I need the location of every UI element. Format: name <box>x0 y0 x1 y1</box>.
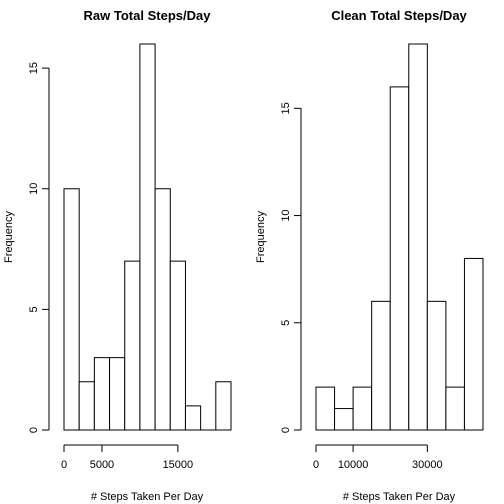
clean-x-axis-label: # Steps Taken Per Day <box>343 491 456 503</box>
raw-x-tick-label: 15000 <box>163 459 194 471</box>
clean-y-tick-label: 5 <box>280 320 292 326</box>
raw-bar <box>184 405 202 431</box>
clean-bar <box>426 300 447 431</box>
clean-bar <box>463 257 484 431</box>
raw-bar <box>109 357 126 431</box>
clean-y-axis-label: Frequency <box>255 211 267 263</box>
raw-bar <box>154 188 171 431</box>
raw-x-axis: 0 5000 15000 <box>61 444 194 471</box>
clean-histogram-panel: Clean Total Steps/Day # Steps Taken Per … <box>255 8 484 503</box>
raw-x-tick-label: 5000 <box>90 459 114 471</box>
clean-bar <box>352 386 373 431</box>
raw-y-axis-label: Frequency <box>3 211 15 263</box>
clean-x-tick-label: 0 <box>313 459 319 471</box>
raw-bar <box>93 357 111 431</box>
clean-bar <box>408 43 428 431</box>
raw-chart-title: Raw Total Steps/Day <box>84 8 212 23</box>
clean-bar <box>389 86 410 431</box>
clean-bar <box>445 386 465 431</box>
raw-histogram-panel: Raw Total Steps/Day # Steps Taken Per Da… <box>3 8 232 503</box>
raw-bar <box>63 188 80 431</box>
raw-y-tick-label: 0 <box>28 427 40 433</box>
clean-y-axis: 0 5 10 15 <box>280 102 302 433</box>
clean-x-tick-label: 30000 <box>412 459 443 471</box>
clean-chart-title: Clean Total Steps/Day <box>331 8 467 23</box>
raw-bar <box>139 43 156 431</box>
raw-y-tick-label: 10 <box>28 183 40 195</box>
raw-y-axis: 0 5 10 15 <box>28 62 50 433</box>
clean-x-tick-label: 10000 <box>338 459 369 471</box>
raw-y-tick-label: 5 <box>28 306 40 312</box>
raw-bar <box>124 260 141 431</box>
clean-bar <box>334 408 354 431</box>
clean-y-tick-label: 15 <box>280 102 292 114</box>
raw-x-axis-label: # Steps Taken Per Day <box>91 491 204 503</box>
clean-y-tick-label: 0 <box>280 427 292 433</box>
raw-bar <box>169 260 186 431</box>
raw-x-tick-label: 0 <box>61 459 67 471</box>
clean-bar <box>371 300 391 431</box>
clean-y-tick-label: 10 <box>280 209 292 221</box>
raw-bar <box>215 381 232 431</box>
raw-bars <box>63 43 232 431</box>
raw-y-tick-label: 15 <box>28 62 40 74</box>
raw-bar <box>78 381 95 431</box>
clean-bars <box>315 43 484 431</box>
clean-bar <box>315 386 336 431</box>
clean-x-axis: 0 10000 30000 <box>313 444 443 471</box>
